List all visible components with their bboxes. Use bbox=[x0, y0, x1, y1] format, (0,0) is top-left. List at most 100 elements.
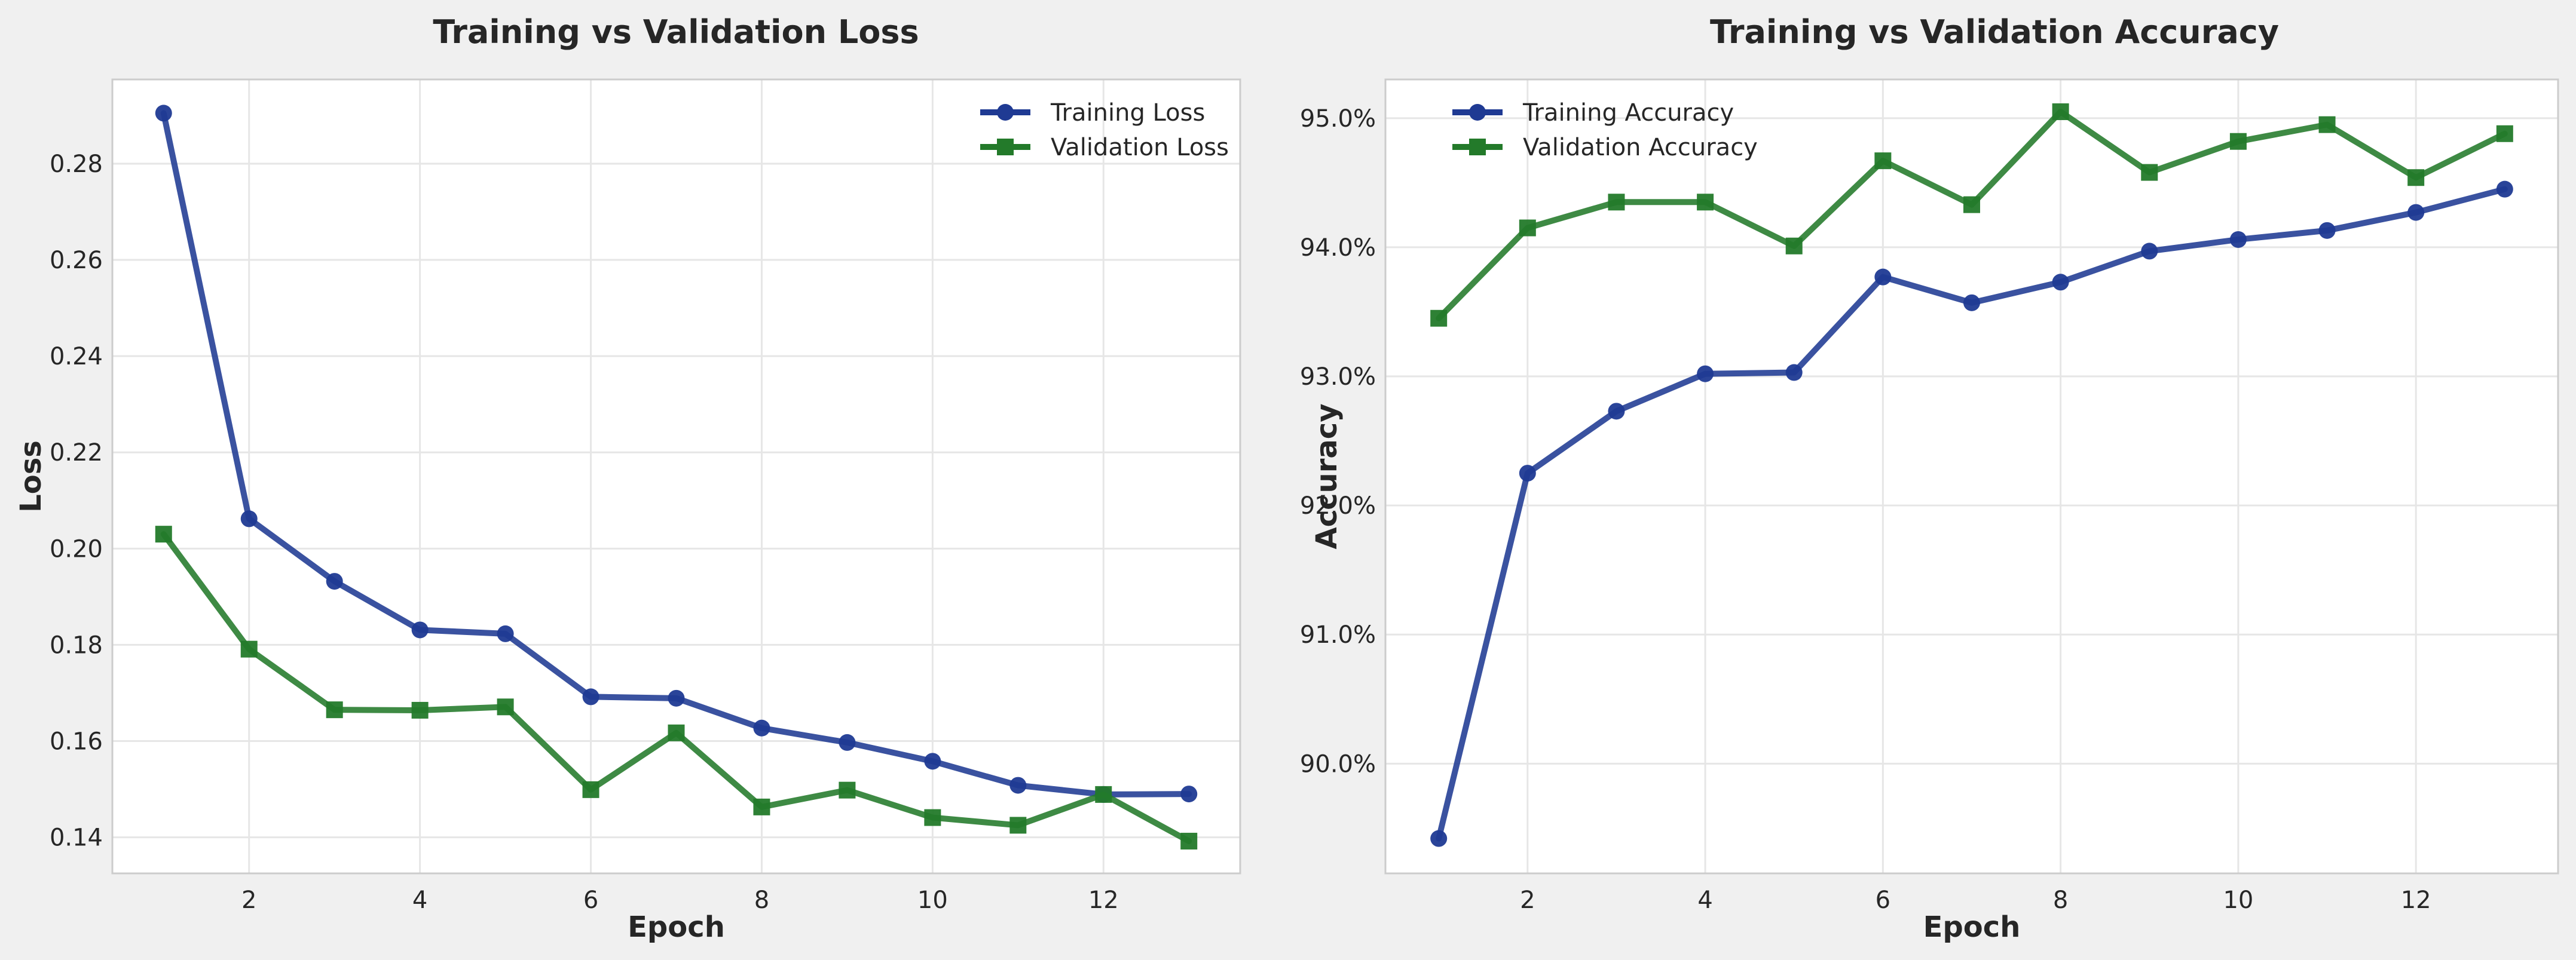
validation-loss-point bbox=[1180, 833, 1198, 850]
loss-y-axis-label: Loss bbox=[14, 440, 48, 513]
training-accuracy-point bbox=[2052, 274, 2069, 291]
validation-loss-legend-label: Validation Loss bbox=[1051, 134, 1229, 161]
loss-x-tick-label: 4 bbox=[412, 887, 427, 914]
accuracy-chart-title: Training vs Validation Accuracy bbox=[1710, 13, 2279, 51]
loss-y-tick-label: 0.14 bbox=[50, 824, 103, 852]
accuracy-y-tick-label: 95.0% bbox=[1300, 105, 1376, 133]
training-loss-point bbox=[411, 621, 429, 639]
accuracy-y-tick-label: 93.0% bbox=[1300, 363, 1376, 391]
training-loss-point bbox=[240, 510, 258, 527]
accuracy-y-tick-label: 91.0% bbox=[1300, 621, 1376, 649]
training-accuracy-point bbox=[2141, 243, 2158, 260]
training-loss-point bbox=[326, 573, 343, 590]
accuracy-y-axis-label: Accuracy bbox=[1310, 403, 1344, 549]
loss-x-axis-label: Epoch bbox=[628, 910, 725, 944]
accuracy-x-tick-label: 6 bbox=[1876, 887, 1890, 914]
validation-accuracy-point bbox=[2141, 164, 2158, 181]
validation-loss-point bbox=[668, 724, 685, 741]
training-accuracy-point bbox=[1519, 465, 1536, 482]
validation-accuracy-point bbox=[1608, 194, 1625, 211]
validation-loss-point bbox=[582, 781, 599, 798]
validation-loss-point bbox=[497, 698, 514, 716]
training-loss-point bbox=[924, 753, 941, 770]
training-loss-point bbox=[497, 625, 514, 642]
training-accuracy-point bbox=[1874, 268, 1892, 286]
validation-loss-point bbox=[1095, 786, 1112, 803]
loss-plot-area bbox=[111, 78, 1241, 875]
training-accuracy-legend-label: Training Accuracy bbox=[1522, 99, 1734, 127]
loss-chart-title: Training vs Validation Loss bbox=[433, 13, 919, 51]
validation-accuracy-point bbox=[2229, 133, 2247, 150]
accuracy-x-tick-label: 8 bbox=[2053, 887, 2068, 914]
validation-accuracy-legend-marker bbox=[1469, 139, 1486, 155]
loss-series bbox=[155, 105, 1198, 850]
training-accuracy-point bbox=[2318, 222, 2336, 239]
accuracy-y-tick-label: 92.0% bbox=[1300, 492, 1376, 520]
validation-accuracy-point bbox=[2318, 116, 2336, 133]
training-accuracy-point bbox=[2407, 204, 2425, 221]
validation-accuracy-point bbox=[1697, 194, 1714, 211]
validation-loss-point bbox=[924, 809, 941, 826]
validation-accuracy-legend-label: Validation Accuracy bbox=[1523, 134, 1758, 161]
validation-accuracy-point bbox=[2496, 125, 2513, 142]
training-accuracy-point bbox=[1697, 365, 1714, 382]
validation-accuracy-point bbox=[1963, 196, 1980, 213]
validation-accuracy-point bbox=[1785, 237, 1803, 254]
validation-loss-point bbox=[155, 526, 172, 543]
training-accuracy-legend-marker bbox=[1469, 104, 1486, 121]
validation-loss-legend-marker bbox=[997, 139, 1014, 155]
accuracy-y-ticks: 90.0% 91.0% 92.0% 93.0% 94.0% 95.0% bbox=[1300, 105, 1376, 778]
validation-loss-point bbox=[326, 701, 343, 719]
loss-legend: Training Loss Validation Loss bbox=[980, 99, 1229, 161]
accuracy-gridlines bbox=[1384, 78, 2559, 875]
validation-accuracy-point bbox=[2052, 103, 2069, 121]
loss-y-tick-label: 0.26 bbox=[50, 247, 103, 274]
loss-gridlines bbox=[111, 78, 1241, 875]
training-loss-point bbox=[753, 719, 770, 737]
loss-plot-border bbox=[111, 78, 1241, 875]
validation-loss-point bbox=[1009, 817, 1027, 834]
loss-chart: 2 4 6 8 10 12 0.14 0.16 0.18 0.20 0.22 0.24 0.26 0.2… bbox=[14, 13, 1241, 944]
training-accuracy-point bbox=[1785, 364, 1803, 381]
training-accuracy-point bbox=[2229, 231, 2247, 248]
loss-x-tick-label: 8 bbox=[754, 887, 769, 914]
loss-x-tick-label: 10 bbox=[917, 887, 948, 914]
validation-loss-point bbox=[411, 701, 429, 719]
training-loss-point bbox=[1009, 777, 1027, 794]
accuracy-legend: Training Accuracy Validation Accuracy bbox=[1452, 99, 1758, 161]
training-loss-point bbox=[668, 689, 685, 707]
validation-loss-point bbox=[240, 640, 258, 658]
training-loss-point bbox=[839, 734, 856, 751]
accuracy-x-tick-label: 12 bbox=[2401, 887, 2431, 914]
validation-loss-point bbox=[753, 798, 770, 815]
accuracy-x-tick-label: 4 bbox=[1697, 887, 1712, 914]
accuracy-chart: 2 4 6 8 10 12 90.0%91.0%92.0%93.0%94.0%95.0% … bbox=[1300, 13, 2559, 944]
validation-accuracy-point bbox=[1874, 152, 1892, 170]
loss-x-ticks: 2 4 6 8 10 12 bbox=[241, 887, 1119, 914]
loss-y-tick-label: 0.20 bbox=[50, 535, 103, 563]
loss-x-tick-label: 6 bbox=[583, 887, 598, 914]
loss-y-tick-label: 0.22 bbox=[50, 439, 103, 467]
accuracy-y-tick-label: 94.0% bbox=[1300, 234, 1376, 262]
training-loss-point bbox=[155, 105, 172, 122]
accuracy-y-tick-label: 90.0% bbox=[1300, 750, 1376, 778]
training-loss-point bbox=[1180, 786, 1198, 803]
loss-y-ticks: 0.14 0.16 0.18 0.20 0.22 0.24 0.26 0.28 bbox=[50, 151, 103, 852]
training-accuracy-point bbox=[1963, 294, 1980, 311]
loss-y-tick-label: 0.28 bbox=[50, 151, 103, 178]
training-loss-point bbox=[582, 688, 599, 706]
training-accuracy-point bbox=[1608, 403, 1625, 420]
loss-x-tick-label: 12 bbox=[1088, 887, 1119, 914]
loss-y-tick-label: 0.24 bbox=[50, 343, 103, 370]
accuracy-x-ticks: 2 4 6 8 10 12 bbox=[1520, 887, 2431, 914]
validation-loss-point bbox=[839, 781, 856, 799]
training-accuracy-point bbox=[2496, 180, 2513, 198]
accuracy-x-axis-label: Epoch bbox=[1923, 910, 2021, 944]
validation-accuracy-point bbox=[2407, 169, 2425, 186]
training-loss-legend-marker bbox=[997, 104, 1014, 121]
training-accuracy-point bbox=[1430, 830, 1448, 847]
accuracy-plot-border bbox=[1384, 78, 2559, 875]
validation-accuracy-point bbox=[1519, 219, 1536, 237]
loss-y-tick-label: 0.16 bbox=[50, 728, 103, 756]
